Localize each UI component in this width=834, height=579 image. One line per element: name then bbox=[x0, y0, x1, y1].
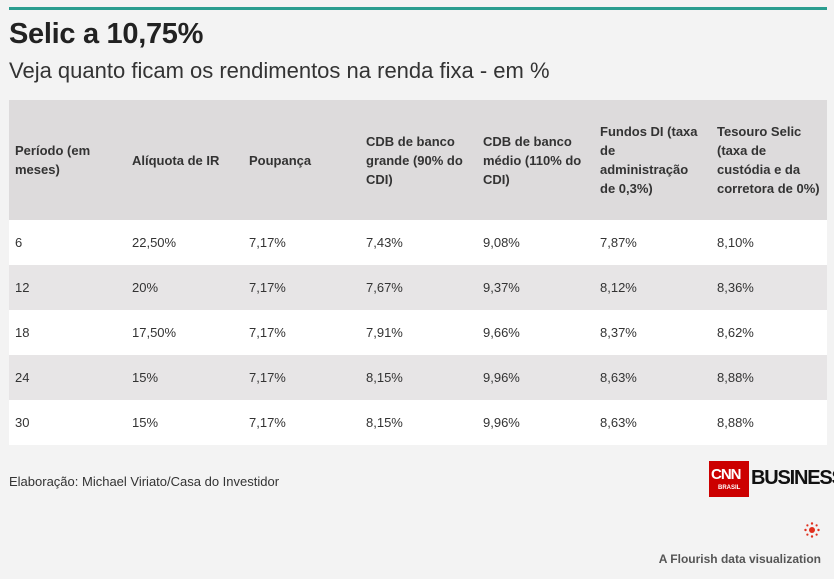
column-header-tesouro-selic[interactable]: Tesouro Selic (taxa de custódia e da cor… bbox=[711, 100, 827, 220]
table-row: 24 15% 7,17% 8,15% 9,96% 8,63% 8,88% bbox=[9, 355, 827, 400]
column-header-aliquota[interactable]: Alíquota de IR bbox=[126, 100, 243, 220]
table-cell: 8,88% bbox=[711, 400, 827, 445]
table-cell: 8,37% bbox=[594, 310, 711, 355]
table-cell: 8,88% bbox=[711, 355, 827, 400]
table-cell: 20% bbox=[126, 265, 243, 310]
table-cell: 9,66% bbox=[477, 310, 594, 355]
table-cell: 8,12% bbox=[594, 265, 711, 310]
table-cell: 24 bbox=[9, 355, 126, 400]
table-cell: 22,50% bbox=[126, 220, 243, 265]
table-cell: 7,87% bbox=[594, 220, 711, 265]
table-cell: 18 bbox=[9, 310, 126, 355]
table-cell: 6 bbox=[9, 220, 126, 265]
table-cell: 30 bbox=[9, 400, 126, 445]
table-cell: 15% bbox=[126, 400, 243, 445]
cnn-logo-box: CNN BRASIL bbox=[709, 461, 749, 497]
cnn-brasil-business-logo[interactable]: CNN BRASIL BUSINESS bbox=[709, 461, 834, 497]
table-cell: 12 bbox=[9, 265, 126, 310]
table-cell: 7,17% bbox=[243, 400, 360, 445]
table-row: 18 17,50% 7,17% 7,91% 9,66% 8,37% 8,62% bbox=[9, 310, 827, 355]
flourish-credit-link[interactable]: A Flourish data visualization bbox=[658, 552, 821, 566]
cnn-logo-text: CNN bbox=[711, 466, 741, 483]
column-header-poupanca[interactable]: Poupança bbox=[243, 100, 360, 220]
table-cell: 8,15% bbox=[360, 355, 477, 400]
table-cell: 8,10% bbox=[711, 220, 827, 265]
table-cell: 15% bbox=[126, 355, 243, 400]
business-logo-text: BUSINESS bbox=[751, 467, 834, 489]
source-credit: Elaboração: Michael Viriato/Casa do Inve… bbox=[9, 474, 280, 489]
table-row: 6 22,50% 7,17% 7,43% 9,08% 7,87% 8,10% bbox=[9, 220, 827, 265]
table-cell: 9,08% bbox=[477, 220, 594, 265]
table-cell: 8,15% bbox=[360, 400, 477, 445]
table-cell: 17,50% bbox=[126, 310, 243, 355]
table-cell: 8,63% bbox=[594, 355, 711, 400]
column-header-cdb-medio[interactable]: CDB de banco médio (110% do CDI) bbox=[477, 100, 594, 220]
column-header-periodo[interactable]: Período (em meses) bbox=[9, 100, 126, 220]
table-cell: 8,63% bbox=[594, 400, 711, 445]
table-cell: 7,17% bbox=[243, 265, 360, 310]
table-cell: 7,17% bbox=[243, 220, 360, 265]
table-cell: 7,91% bbox=[360, 310, 477, 355]
chart-title: Selic a 10,75% bbox=[9, 18, 204, 50]
table-cell: 9,37% bbox=[477, 265, 594, 310]
top-accent-rule bbox=[9, 7, 827, 10]
table-cell: 7,43% bbox=[360, 220, 477, 265]
table-cell: 7,17% bbox=[243, 310, 360, 355]
column-header-cdb-grande[interactable]: CDB de banco grande (90% do CDI) bbox=[360, 100, 477, 220]
table-row: 12 20% 7,17% 7,67% 9,37% 8,12% 8,36% bbox=[9, 265, 827, 310]
table-cell: 9,96% bbox=[477, 355, 594, 400]
chart-subtitle: Veja quanto ficam os rendimentos na rend… bbox=[9, 58, 550, 83]
table-cell: 7,67% bbox=[360, 265, 477, 310]
table-cell: 7,17% bbox=[243, 355, 360, 400]
brasil-logo-text: BRASIL bbox=[718, 485, 741, 491]
table-header-row: Período (em meses) Alíquota de IR Poupan… bbox=[9, 100, 827, 220]
data-table: Período (em meses) Alíquota de IR Poupan… bbox=[9, 100, 827, 445]
table-row: 30 15% 7,17% 8,15% 9,96% 8,63% 8,88% bbox=[9, 400, 827, 445]
column-header-fundos-di[interactable]: Fundos DI (taxa de administração de 0,3%… bbox=[594, 100, 711, 220]
table-cell: 8,62% bbox=[711, 310, 827, 355]
table-cell: 8,36% bbox=[711, 265, 827, 310]
table-cell: 9,96% bbox=[477, 400, 594, 445]
flourish-logo-icon[interactable] bbox=[804, 522, 820, 538]
